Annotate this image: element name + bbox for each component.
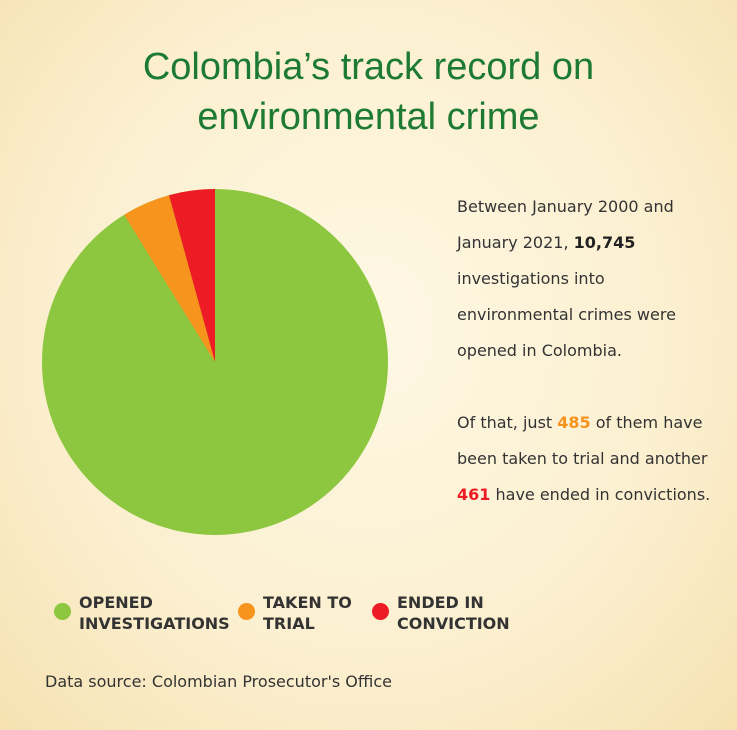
pie-slice: [168, 189, 215, 362]
pie-slice: [124, 195, 215, 362]
text: have ended in convictions.: [490, 485, 711, 504]
legend-label: ENDED IN CONVICTION: [397, 593, 510, 633]
value-label: 461: [457, 485, 491, 504]
legend-swatch: [238, 603, 255, 620]
text: of them have been taken to trial and ano…: [457, 413, 708, 468]
legend-swatch: [54, 603, 71, 620]
text: investigations into environmental crimes…: [457, 269, 676, 360]
legend-label: OPENED INVESTIGATIONS: [79, 593, 230, 633]
value-label: 485: [557, 413, 591, 432]
legend-swatch: [372, 603, 389, 620]
legend-item: OPENED INVESTIGATIONS: [54, 592, 239, 634]
legend-label: TAKEN TO TRIAL: [263, 593, 352, 633]
source: Data source: Colombian Prosecutor's Offi…: [45, 672, 392, 691]
legend-item: ENDED IN CONVICTION: [372, 592, 527, 634]
pie-chart: [42, 189, 388, 535]
value-label: 10,745: [573, 233, 636, 252]
description: Of that, just 485 of them have been take…: [457, 405, 719, 513]
text: Between January 2000 and January 2021,: [457, 197, 674, 252]
description: Between January 2000 and January 2021, 1…: [457, 189, 719, 369]
text: Of that, just: [457, 413, 558, 432]
chart-title: Colombia’s track record on environmental…: [142, 46, 595, 138]
legend-item: TAKEN TO TRIAL: [238, 592, 353, 634]
